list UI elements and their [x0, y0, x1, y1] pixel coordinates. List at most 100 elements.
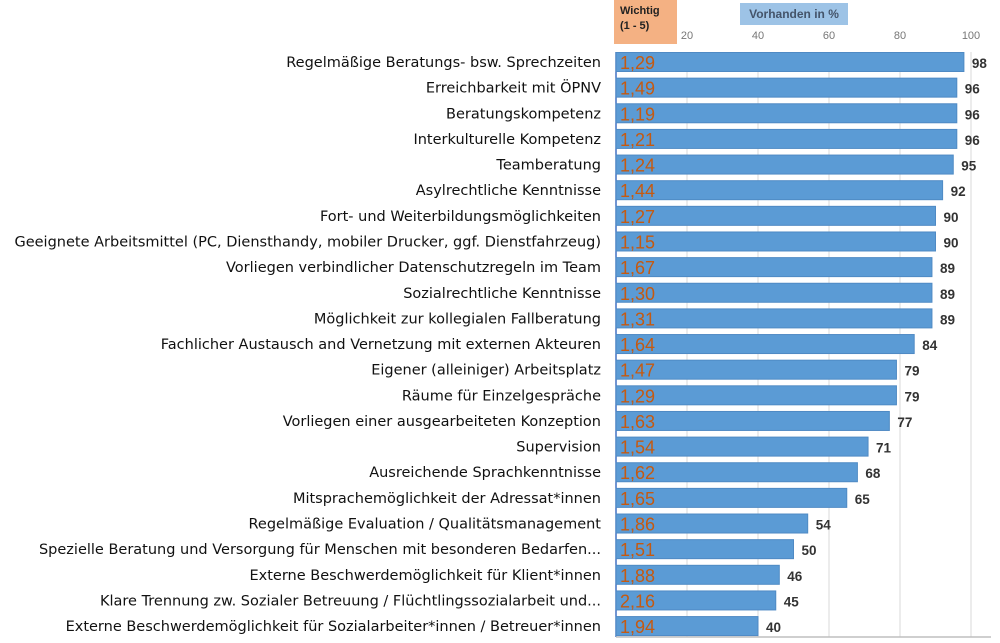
bar [615, 128, 958, 149]
value-label: 46 [787, 569, 803, 584]
value-label: 68 [865, 466, 881, 481]
available-header: Vorhanden in % [740, 3, 848, 25]
bar [615, 564, 780, 585]
category-label: Vorliegen einer ausgearbeiteten Konzepti… [283, 414, 601, 430]
bar [615, 539, 794, 560]
bar [615, 410, 890, 431]
category-label: Sozialrechtliche Kenntnisse [403, 286, 601, 302]
bar [615, 77, 958, 98]
value-label: 71 [876, 441, 892, 456]
importance-label: 1,44 [620, 181, 655, 201]
importance-label: 1,64 [620, 335, 655, 355]
importance-header-line1: Wichtig [620, 5, 660, 17]
importance-label: 1,54 [620, 438, 655, 458]
importance-label: 1,47 [620, 361, 655, 381]
category-label: Fachlicher Austausch and Vernetzung mit … [161, 337, 601, 353]
bar [615, 616, 759, 637]
importance-label: 1,65 [620, 489, 655, 509]
bar [615, 385, 897, 406]
value-label: 89 [940, 312, 955, 327]
importance-label: 1,31 [620, 309, 655, 329]
category-label: Mitsprachemöglichkeit der Adressat*innen [293, 491, 601, 507]
importance-label: 1,27 [620, 207, 655, 227]
value-label: 40 [766, 620, 781, 635]
category-label: Geeignete Arbeitsmittel (PC, Diensthandy… [14, 234, 601, 250]
category-label: Fort- und Weiterbildungsmöglichkeiten [320, 209, 601, 225]
category-label: Vorliegen verbindlicher Datenschutzregel… [226, 260, 601, 276]
category-label: Interkulturelle Kompetenz [413, 132, 601, 148]
category-label: Eigener (alleiniger) Arbeitsplatz [371, 363, 601, 379]
value-label: 79 [904, 389, 919, 404]
category-label: Supervision [516, 440, 601, 456]
value-label: 54 [816, 518, 832, 533]
bar [615, 52, 965, 72]
value-label: 96 [965, 107, 981, 122]
value-label: 50 [802, 543, 817, 558]
bar [615, 308, 933, 329]
category-label: Externe Beschwerdemöglichkeit für Sozial… [66, 619, 601, 635]
category-label: Klare Trennung zw. Sozialer Betreuung / … [100, 593, 601, 609]
category-label: Beratungskompetenz [446, 106, 601, 122]
category-label: Teamberatung [495, 158, 601, 174]
category-label: Möglichkeit zur kollegialen Fallberatung [314, 311, 601, 327]
importance-label: 1,67 [620, 258, 655, 278]
value-label: 79 [904, 364, 919, 379]
category-label: Externe Beschwerdemöglichkeit für Klient… [249, 568, 601, 584]
bar [615, 462, 858, 483]
category-label: Ausreichende Sprachkenntnisse [369, 465, 601, 481]
importance-label: 1,21 [620, 130, 655, 150]
category-label: Regelmäßige Beratungs- bsw. Sprechzeiten [286, 55, 601, 71]
importance-label: 1,15 [620, 232, 655, 252]
bar [615, 436, 869, 457]
category-label: Regelmäßige Evaluation / Qualitätsmanage… [248, 517, 601, 533]
importance-label: 2,16 [620, 591, 655, 611]
value-label: 96 [965, 82, 981, 97]
value-label: 95 [961, 159, 977, 174]
importance-label: 1,86 [620, 515, 655, 535]
bar [615, 282, 933, 303]
value-label: 98 [972, 56, 988, 71]
bar [615, 334, 915, 355]
importance-label: 1,29 [620, 386, 655, 406]
importance-label: 1,94 [620, 617, 655, 637]
bar [615, 154, 954, 175]
value-label: 96 [965, 133, 981, 148]
x-tick-label: 100 [962, 30, 980, 42]
value-label: 65 [855, 492, 871, 507]
value-label: 92 [951, 184, 966, 199]
importance-header-line2: (1 - 5) [620, 20, 650, 32]
importance-label: 1,88 [620, 566, 655, 586]
x-tick-label: 20 [681, 30, 693, 42]
category-label: Erreichbarkeit mit ÖPNV [426, 79, 601, 97]
value-label: 84 [922, 338, 938, 353]
bar [615, 257, 933, 278]
category-label: Spezielle Beratung und Versorgung für Me… [39, 542, 601, 558]
value-label: 77 [897, 415, 912, 430]
x-tick-label: 60 [823, 30, 835, 42]
importance-label: 1,30 [620, 284, 655, 304]
importance-label: 1,63 [620, 412, 655, 432]
importance-header: Wichtig (1 - 5) [614, 0, 677, 44]
value-label: 89 [940, 261, 955, 276]
x-tick-label: 80 [894, 30, 906, 42]
value-label: 90 [944, 210, 959, 225]
category-label: Asylrechtliche Kenntnisse [416, 183, 601, 199]
importance-label: 1,62 [620, 463, 655, 483]
importance-label: 1,19 [620, 104, 655, 124]
x-tick-label: 40 [752, 30, 764, 42]
importance-label: 1,49 [620, 79, 655, 99]
category-label: Räume für Einzelgespräche [402, 388, 601, 404]
bar [615, 590, 777, 611]
bar [615, 359, 897, 380]
importance-label: 1,29 [620, 53, 655, 73]
bar [615, 231, 936, 252]
importance-label: 1,24 [620, 156, 655, 176]
bar [615, 103, 958, 124]
bar [615, 487, 848, 508]
value-label: 45 [784, 594, 800, 609]
bar [615, 513, 809, 534]
bar [615, 180, 944, 201]
value-label: 89 [940, 287, 955, 302]
value-label: 90 [944, 235, 959, 250]
